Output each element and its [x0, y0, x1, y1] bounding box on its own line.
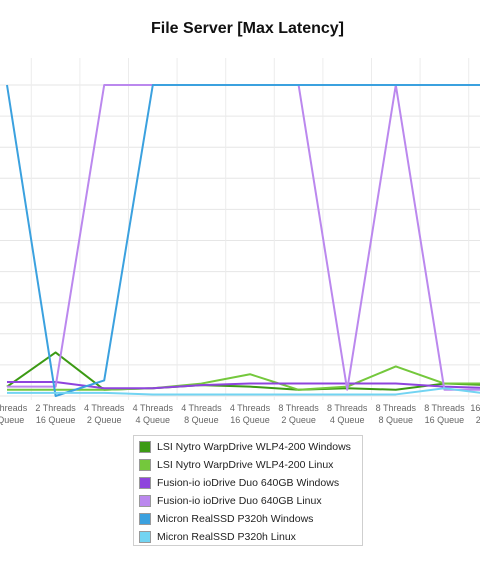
legend-label: LSI Nytro WarpDrive WLP4-200 Linux — [157, 459, 334, 471]
x-tick-label: 8 Threads — [376, 403, 417, 413]
legend: LSI Nytro WarpDrive WLP4-200 Windows LSI … — [133, 435, 363, 546]
legend-item[interactable]: Fusion-io ioDrive Duo 640GB Linux — [134, 492, 362, 510]
x-tick-label: 8 Queue — [0, 415, 24, 425]
legend-item[interactable]: Micron RealSSD P320h Windows — [134, 510, 362, 528]
x-tick-label: 4 Threads — [133, 403, 174, 413]
series-line-4 — [7, 84, 480, 391]
x-tick-label: 4 Threads — [84, 403, 125, 413]
legend-label: Fusion-io ioDrive Duo 640GB Linux — [157, 495, 322, 507]
x-tick-label: 16 Queue — [425, 415, 465, 425]
x-tick-labels: 2 Threads 8 Queue 2 Threads 16 Queue 4 Threa… — [0, 403, 480, 425]
x-tick-label: 2 Queue — [476, 415, 480, 425]
x-tick-label: 16 Queue — [230, 415, 270, 425]
legend-swatch — [139, 441, 151, 453]
legend-label: Micron RealSSD P320h Linux — [157, 531, 296, 543]
legend-item[interactable]: Micron RealSSD P320h Linux — [134, 528, 362, 546]
x-tick-label: 4 Threads — [181, 403, 222, 413]
series-line-1 — [6, 351, 480, 391]
series-lines — [6, 84, 480, 397]
legend-swatch — [139, 495, 151, 507]
series-line-6 — [7, 387, 480, 396]
x-tick-label: 8 Threads — [424, 403, 465, 413]
series-line-5 — [6, 84, 480, 397]
legend-item[interactable]: Fusion-io ioDrive Duo 640GB Windows — [134, 474, 362, 492]
x-tick-label: 4 Queue — [330, 415, 365, 425]
grid-lines — [0, 58, 480, 400]
x-tick-label: 8 Threads — [278, 403, 319, 413]
x-tick-label: 16 Threads — [470, 403, 480, 413]
legend-item[interactable]: LSI Nytro WarpDrive WLP4-200 Linux — [134, 456, 362, 474]
x-tick-label: 2 Threads — [35, 403, 76, 413]
chart-title: File Server [Max Latency] — [151, 20, 344, 37]
legend-swatch — [139, 513, 151, 525]
x-tick-label: 2 Queue — [281, 415, 316, 425]
legend-swatch — [139, 459, 151, 471]
legend-swatch — [139, 477, 151, 489]
legend-label: Micron RealSSD P320h Windows — [157, 513, 314, 525]
x-tick-label: 16 Queue — [36, 415, 76, 425]
series-line-2 — [7, 365, 480, 391]
legend-item[interactable]: LSI Nytro WarpDrive WLP4-200 Windows — [134, 438, 362, 456]
x-tick-label: 8 Queue — [379, 415, 414, 425]
x-tick-label: 8 Queue — [184, 415, 219, 425]
legend-label: LSI Nytro WarpDrive WLP4-200 Windows — [157, 441, 351, 453]
line-chart-plot: 2 Threads 8 Queue 2 Threads 16 Queue 4 Threa… — [0, 58, 480, 425]
x-tick-label: 2 Queue — [87, 415, 122, 425]
x-tick-label: 2 Threads — [0, 403, 28, 413]
x-tick-label: 8 Threads — [327, 403, 368, 413]
x-tick-label: 4 Queue — [136, 415, 171, 425]
x-tick-label: 4 Threads — [230, 403, 271, 413]
legend-swatch — [139, 531, 151, 543]
legend-label: Fusion-io ioDrive Duo 640GB Windows — [157, 477, 340, 489]
